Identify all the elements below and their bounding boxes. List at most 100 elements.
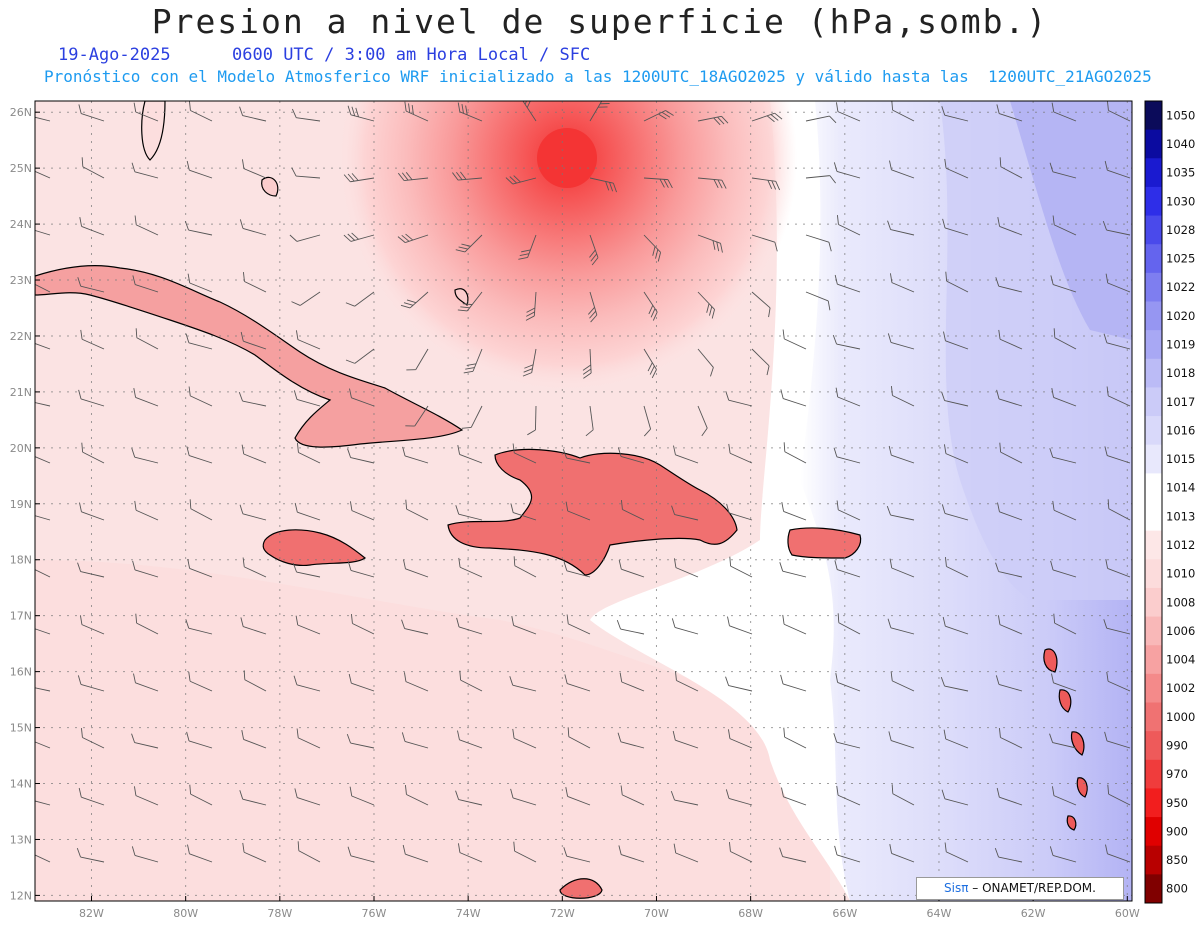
wind-barb <box>943 331 969 350</box>
wind-barb <box>727 729 753 749</box>
wind-barb <box>35 566 51 578</box>
wind-barb <box>402 844 429 863</box>
wind-barb <box>805 115 837 124</box>
wind-barb <box>187 559 213 578</box>
wind-barb <box>944 842 969 863</box>
wind-barb <box>564 674 591 692</box>
wind-barb <box>512 443 537 464</box>
wind-barb <box>781 502 807 521</box>
lat-label: 26N <box>10 106 32 119</box>
wind-barb <box>1049 733 1077 749</box>
colorbar-label: 1028 <box>1166 223 1195 237</box>
wind-barb <box>996 104 1023 122</box>
wind-barb <box>996 389 1023 407</box>
wind-barb <box>397 172 429 182</box>
wind-barb <box>941 391 969 407</box>
wind-barb <box>457 291 483 312</box>
colorbar-swatch <box>1145 559 1162 589</box>
wind-barb <box>188 671 213 692</box>
wind-barb <box>239 106 267 122</box>
wind-barb <box>79 217 105 236</box>
wind-barb <box>942 218 969 236</box>
wind-barb <box>457 445 483 464</box>
wind-barb <box>350 614 375 635</box>
wind-barb <box>834 845 861 863</box>
wind-barb <box>783 442 807 464</box>
colorbar-label: 1006 <box>1166 624 1195 638</box>
wind-barb <box>77 277 105 293</box>
wind-barb <box>585 405 594 437</box>
wind-barb <box>998 728 1023 749</box>
wind-barb <box>727 616 753 635</box>
wind-barb <box>563 847 591 863</box>
wind-barb <box>697 177 727 189</box>
wind-barb <box>589 234 599 266</box>
lat-label: 14N <box>10 778 32 791</box>
wind-barb <box>525 291 537 321</box>
wind-barb <box>889 558 915 578</box>
colorbar-label: 1018 <box>1166 366 1195 380</box>
colorbar-label: 1017 <box>1166 395 1195 409</box>
colorbar-swatch <box>1145 358 1162 388</box>
wind-barb <box>567 727 591 749</box>
wind-barb <box>582 348 592 379</box>
wind-barb <box>805 291 831 311</box>
wind-barb <box>1051 388 1077 407</box>
wind-barb <box>1051 786 1077 806</box>
wind-barb <box>35 167 51 179</box>
wind-barb <box>887 333 915 350</box>
wind-barb <box>643 348 657 379</box>
wind-barb <box>618 845 645 863</box>
wind-barb <box>35 685 51 692</box>
wind-barb <box>725 676 753 692</box>
colorbar-swatch <box>1145 616 1162 646</box>
wind-barb <box>76 847 105 863</box>
wind-barb <box>457 730 483 749</box>
wind-barb <box>294 502 321 521</box>
wind-barb <box>565 501 591 521</box>
wind-barb <box>1049 448 1077 464</box>
wind-barb <box>1051 673 1077 692</box>
credit-text: – ONAMET/REP.DOM. <box>968 881 1096 895</box>
wind-barb <box>944 158 969 179</box>
wind-barb <box>35 625 51 635</box>
wind-barb <box>891 101 915 122</box>
wind-barb <box>131 733 159 749</box>
wind-barb <box>1106 386 1131 407</box>
wind-barb <box>995 562 1023 578</box>
wind-barb <box>78 104 105 122</box>
wind-barb <box>346 733 375 749</box>
colorbar-swatch <box>1145 530 1162 560</box>
wind-barb <box>185 619 213 635</box>
colorbar-swatch <box>1145 129 1162 159</box>
wind-barb <box>240 331 267 350</box>
lat-label: 15N <box>10 722 32 735</box>
wind-barb <box>185 333 213 350</box>
wind-barb <box>643 234 662 262</box>
wind-barb <box>241 159 267 179</box>
colorbar-label: 850 <box>1166 853 1188 867</box>
colorbar-label: 1030 <box>1166 194 1195 208</box>
wind-barb <box>135 328 159 350</box>
colorbar-label: 1035 <box>1166 166 1195 180</box>
wind-barb <box>131 448 159 464</box>
colorbar-label: 1014 <box>1166 481 1195 495</box>
wind-barb <box>241 730 267 749</box>
wind-barb <box>673 445 699 464</box>
wind-barb <box>886 505 915 521</box>
wind-barb <box>1052 500 1077 521</box>
colorbar-swatch <box>1145 788 1162 818</box>
wind-barb <box>511 616 537 635</box>
subtitle-date-time: 19-Ago-2025 0600 UTC / 3:00 am Hora Loca… <box>58 45 590 65</box>
wind-barb <box>671 505 699 521</box>
colorbar-swatch <box>1145 272 1162 302</box>
lat-label: 23N <box>10 274 32 287</box>
page-title: Presion a nivel de superficie (hPa,somb.… <box>151 2 1049 41</box>
wind-barb <box>401 619 429 635</box>
wind-barb <box>133 388 159 407</box>
wind-barb <box>522 348 537 377</box>
wind-barb <box>616 619 645 635</box>
wind-barb <box>834 560 861 578</box>
colorbar-swatch <box>1145 874 1162 904</box>
